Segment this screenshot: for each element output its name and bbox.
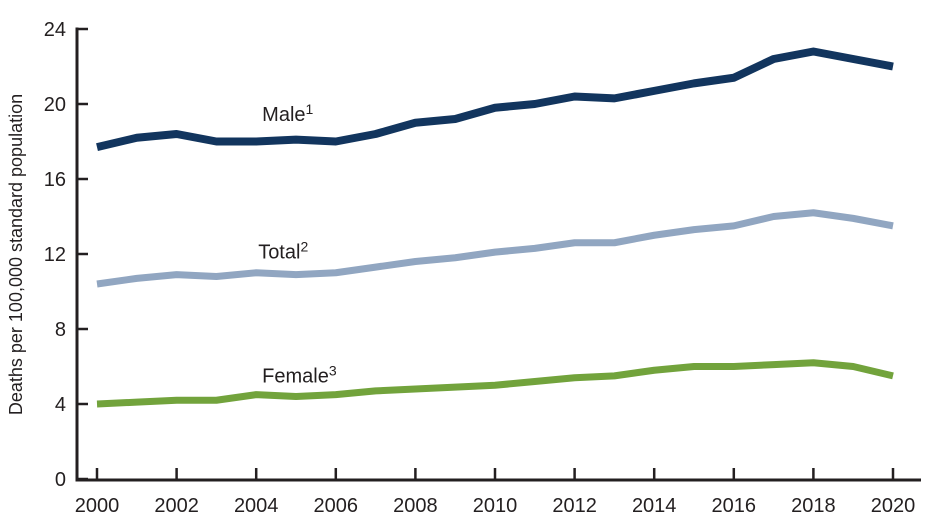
x-tick-label: 2008: [393, 495, 438, 517]
y-tick-label: 8: [55, 319, 66, 341]
series-label-male: Male1: [262, 101, 313, 126]
series-label-superscript: 2: [300, 239, 308, 255]
x-tick-label: 2010: [473, 495, 518, 517]
series-line-total: [96, 209, 894, 288]
x-tick-label: 2000: [75, 495, 120, 517]
x-tick-label: 2014: [632, 495, 677, 517]
series-line-female: [96, 359, 894, 408]
x-tick-label: 2018: [791, 495, 836, 517]
x-tick-label: 2012: [552, 495, 597, 517]
y-tick-label: 24: [44, 19, 66, 41]
y-tick-label: 16: [44, 169, 66, 191]
x-tick-label: 2016: [712, 495, 757, 517]
series-line-male: [96, 47, 894, 152]
y-axis-title: Deaths per 100,000 standard population: [6, 94, 26, 415]
x-tick-label: 2006: [314, 495, 359, 517]
x-tick-label: 2020: [871, 495, 916, 517]
series-label-superscript: 1: [306, 101, 314, 117]
x-tick-label: 2002: [154, 495, 199, 517]
series-label-female: Female3: [262, 362, 337, 387]
y-tick-label: 4: [55, 394, 66, 416]
series-label-total: Total2: [258, 239, 308, 264]
x-tick-label: 2004: [234, 495, 279, 517]
y-tick-label: 0: [55, 469, 66, 491]
y-tick-label: 20: [44, 94, 66, 116]
series-label-superscript: 3: [329, 362, 337, 378]
y-tick-label: 12: [44, 244, 66, 266]
